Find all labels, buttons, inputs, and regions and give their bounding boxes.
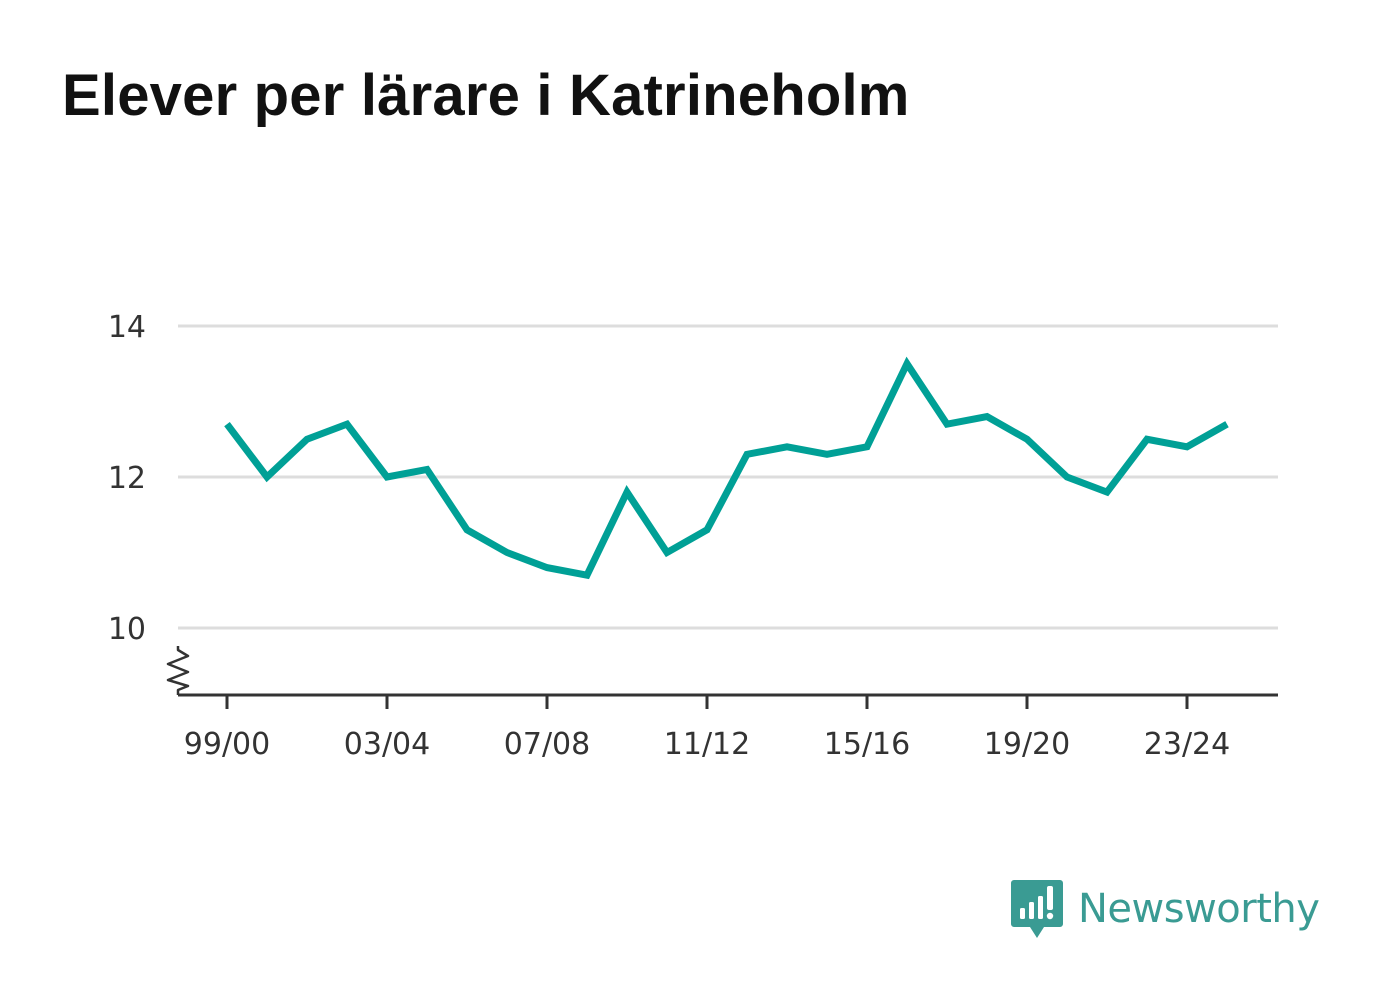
series: [224, 356, 1229, 580]
y-tick-label: 12: [108, 461, 146, 496]
x-tick-label: 19/20: [984, 727, 1070, 762]
x-tick-label: 99/00: [184, 727, 270, 762]
x-tick-labels: 99/00 03/04 07/08 11/12 15/16 19/20 23/24: [184, 727, 1230, 762]
brand-name: Newsworthy: [1078, 886, 1320, 932]
x-tick-label: 11/12: [664, 727, 750, 762]
chart-title: Elever per lärare i Katrineholm: [62, 63, 910, 128]
y-tick-labels: 10 12 14: [108, 310, 146, 647]
x-tick-label: 03/04: [344, 727, 430, 762]
x-tick-label: 07/08: [504, 727, 590, 762]
y-tick-label: 10: [108, 612, 146, 647]
y-tick-label: 14: [108, 310, 146, 345]
axis-break-icon: [166, 646, 190, 695]
grid-lines: [178, 324, 1278, 630]
x-tick-label: 15/16: [824, 727, 910, 762]
newsworthy-logo: Newsworthy: [1010, 878, 1320, 940]
axes: [166, 646, 1278, 709]
newsworthy-logo-icon: [1011, 880, 1063, 938]
series-line: [224, 356, 1229, 580]
x-tick-label: 23/24: [1144, 727, 1230, 762]
